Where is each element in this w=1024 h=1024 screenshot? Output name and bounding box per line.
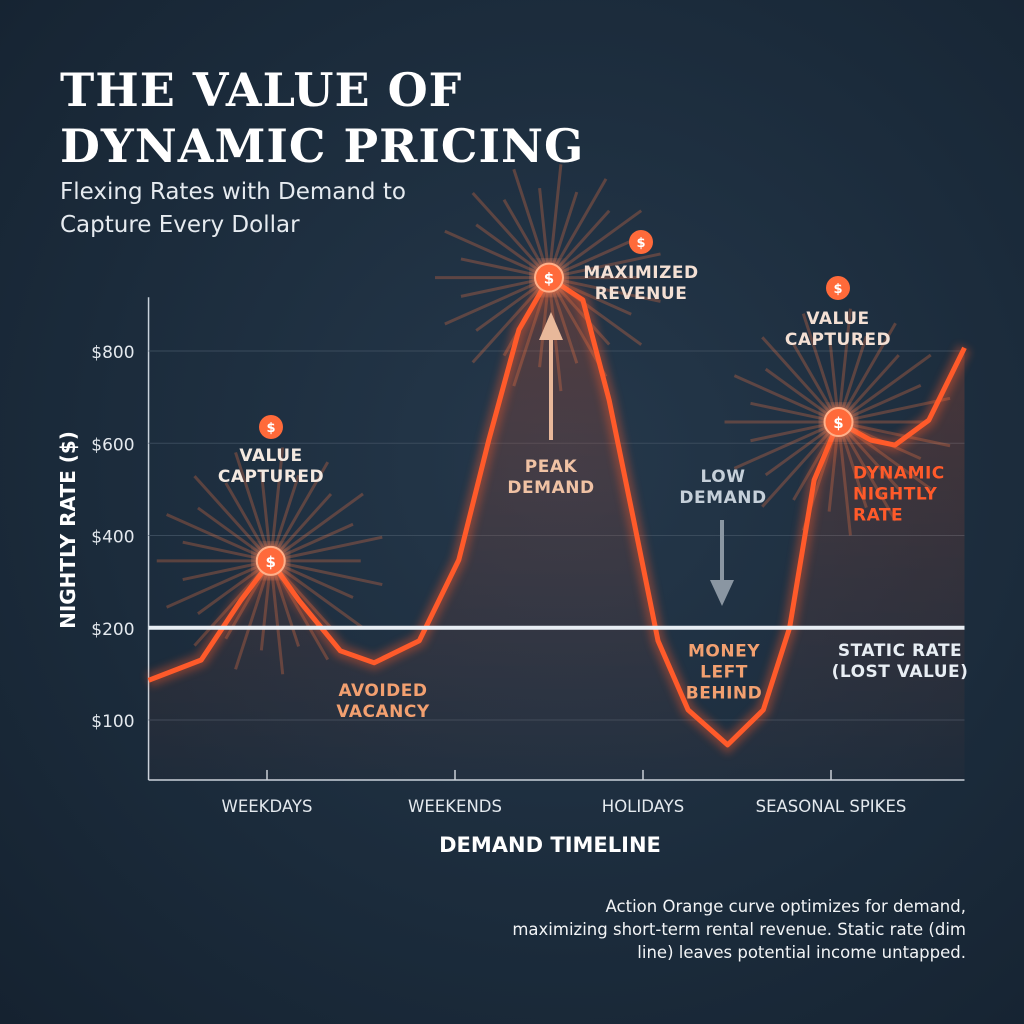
icon-symbol: $ xyxy=(544,270,554,288)
y-tick-label: $800 xyxy=(91,343,134,363)
x-tick-label: SEASONAL SPIKES xyxy=(756,797,907,816)
ray xyxy=(548,209,643,279)
ray xyxy=(502,198,551,279)
y-tick-label: $600 xyxy=(91,435,134,455)
icon-circle xyxy=(826,276,850,300)
icon-circle xyxy=(259,415,283,439)
annotation: PEAK DEMAND xyxy=(507,457,595,498)
icon-circle xyxy=(629,230,653,254)
series-label: STATIC RATE (LOST VALUE) xyxy=(831,641,969,682)
x-tick-label: WEEKDAYS xyxy=(222,797,313,816)
down-arrow-head xyxy=(710,580,734,606)
ray xyxy=(444,229,550,280)
annotation: MONEY LEFT BEHIND xyxy=(685,641,763,704)
ray xyxy=(166,513,272,563)
icon-symbol: $ xyxy=(266,421,275,436)
ray xyxy=(259,560,273,651)
annotation: VALUE CAPTURED xyxy=(217,446,325,487)
ray xyxy=(259,471,273,562)
subtitle: Flexing Rates with Demand to Capture Eve… xyxy=(60,179,406,238)
icon-symbol: $ xyxy=(636,236,645,251)
ray xyxy=(801,313,840,423)
x-tick-label: WEEKENDS xyxy=(408,797,502,816)
ray xyxy=(270,535,383,563)
ray xyxy=(460,257,550,280)
ray xyxy=(444,276,550,326)
ray xyxy=(193,475,272,562)
ray xyxy=(837,308,852,423)
x-tick-label: HOLIDAYS xyxy=(602,797,684,816)
ray xyxy=(837,421,897,522)
ray xyxy=(166,559,272,609)
y-tick-label: $200 xyxy=(91,620,134,640)
ray xyxy=(837,421,852,536)
y-axis-label: NIGHTLY RATE ($) xyxy=(56,431,80,629)
ray xyxy=(837,353,932,424)
ray xyxy=(270,522,354,563)
ray xyxy=(733,374,840,424)
ray xyxy=(269,560,285,675)
ray xyxy=(234,451,273,562)
ray xyxy=(837,322,897,423)
icon-circle xyxy=(534,262,564,293)
annotation: AVOIDED VACANCY xyxy=(336,681,430,722)
footnote: Action Orange curve optimizes for demand… xyxy=(512,897,966,962)
ray xyxy=(750,420,839,443)
ray xyxy=(471,191,551,279)
icon-symbol: $ xyxy=(833,282,842,297)
title: THE VALUE OF DYNAMIC PRICING xyxy=(60,63,585,173)
ray xyxy=(512,168,551,279)
icon-circle xyxy=(255,545,286,576)
arrows xyxy=(539,312,734,606)
icon-symbol: $ xyxy=(266,553,276,571)
y-tick-label: $400 xyxy=(91,528,134,548)
series-label: DYNAMIC NIGHTLY RATE xyxy=(853,463,945,526)
ray xyxy=(548,252,661,280)
ray xyxy=(761,336,840,424)
y-tick-label: $100 xyxy=(91,712,134,732)
ray xyxy=(792,343,840,423)
ray xyxy=(270,559,354,599)
ray xyxy=(269,447,285,562)
ray xyxy=(547,178,608,279)
ray xyxy=(270,559,383,587)
ray xyxy=(733,420,840,470)
annotation: MAXIMIZED REVENUE xyxy=(583,263,699,304)
ray xyxy=(547,209,611,279)
ray xyxy=(548,239,632,280)
annotation: LOW DEMAND xyxy=(679,467,767,508)
ray xyxy=(269,461,330,562)
area xyxy=(148,277,965,780)
ray xyxy=(837,384,922,424)
icon-circle xyxy=(823,407,854,438)
ray xyxy=(837,354,900,424)
ray xyxy=(460,276,550,298)
up-arrow-head xyxy=(539,312,563,340)
ray xyxy=(547,164,563,278)
ray xyxy=(750,401,839,424)
x-axis-label: DEMAND TIMELINE xyxy=(439,833,661,857)
ray xyxy=(269,492,364,563)
annotation: VALUE CAPTURED xyxy=(784,309,892,350)
icon-symbol: $ xyxy=(833,414,843,432)
ray xyxy=(269,474,300,562)
